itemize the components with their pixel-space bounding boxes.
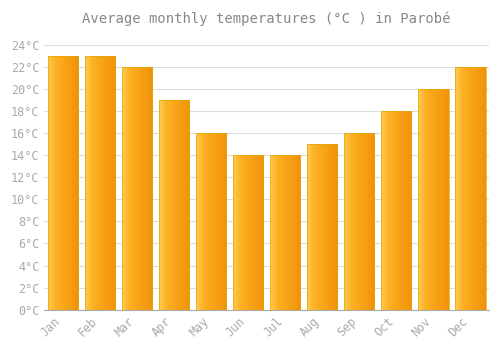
Bar [159,100,190,310]
Bar [196,133,226,310]
Title: Average monthly temperatures (°C ) in Parobé: Average monthly temperatures (°C ) in Pa… [82,11,451,26]
Bar [418,89,448,310]
Bar [85,56,115,310]
Bar [307,144,338,310]
Bar [381,111,412,310]
Bar [233,155,264,310]
Bar [344,133,374,310]
Bar [48,56,78,310]
Bar [122,67,152,310]
Bar [455,67,486,310]
Bar [270,155,300,310]
